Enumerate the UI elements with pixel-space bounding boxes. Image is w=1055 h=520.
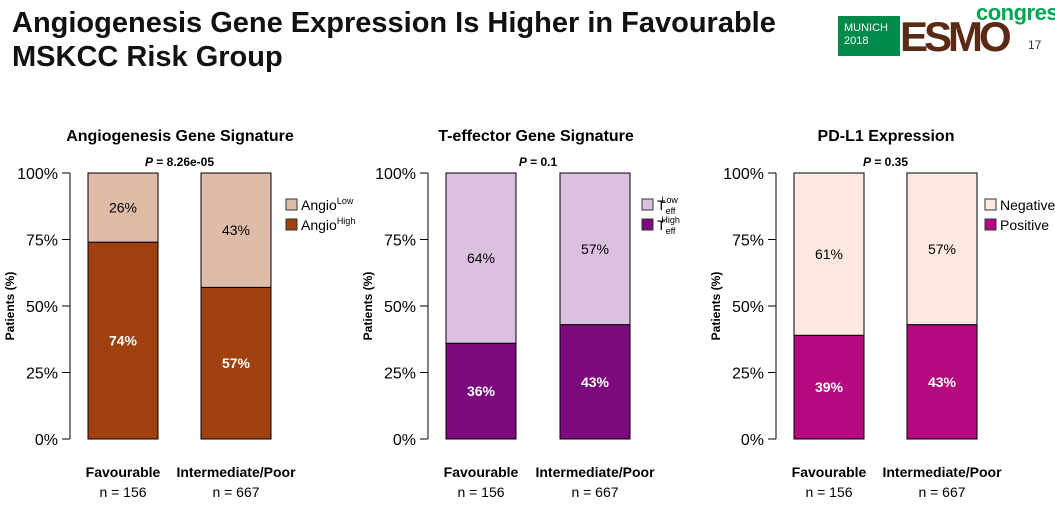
chart1-legend-label-low: AngioLow (301, 196, 354, 213)
chart1-y-tick-label: 100% (17, 166, 58, 183)
chart3-category-label: Intermediate/Poor (882, 464, 1002, 480)
chart1-p-value: P = 8.26e-05 (145, 155, 214, 169)
chart2-title: T-effector Gene Signature (438, 128, 634, 145)
chart2-legend-label-low: TeffLow (657, 195, 678, 216)
chart3-n-label: n = 667 (918, 484, 965, 500)
chart1-bar-low-2 (200, 172, 272, 288)
chart2-n-label: n = 156 (457, 484, 504, 500)
chart2-y-tick-label: 100% (375, 166, 416, 183)
chart1-bar-low-1 (87, 172, 159, 243)
chart2-data-label: 43% (581, 374, 610, 390)
chart3-y-tick-label: 25% (732, 366, 764, 383)
logo-brand: ESMO (900, 13, 1012, 60)
chart3-bar-negative-1 (793, 172, 865, 336)
chart1-bar-high-2 (200, 286, 272, 440)
chart2-data-label: 57% (581, 241, 609, 257)
chart1-data-label: 57% (222, 355, 251, 371)
chart2-y-label: Patients (%) (361, 272, 375, 341)
chart3-bar-positive-1 (793, 334, 865, 440)
chart1-data-label: 26% (109, 200, 137, 216)
chart3-legend-label-positive: Positive (1000, 217, 1049, 233)
chart3-category-label: Favourable (792, 464, 867, 480)
chart3-data-label: 61% (815, 246, 843, 262)
chart1-y-tick-label: 75% (26, 233, 58, 250)
chart3-bar-positive-2 (906, 324, 978, 440)
chart3-y-tick-label: 0% (741, 432, 764, 449)
chart2-category-label: Favourable (444, 464, 519, 480)
chart1-y-tick-label: 25% (26, 366, 58, 383)
logo-city: MUNICH (844, 22, 888, 34)
chart2-bar-low-1 (445, 172, 517, 344)
chart1-category-label: Favourable (86, 464, 161, 480)
chart2-legend-swatch-high (641, 218, 654, 231)
chart2-n-label: n = 667 (571, 484, 618, 500)
slide-title-line-1: Angiogenesis Gene Expression Is Higher i… (12, 7, 776, 39)
chart3-y-tick-label: 75% (732, 233, 764, 250)
chart3-data-label: 39% (815, 379, 844, 395)
chart3-y-tick-label: 50% (732, 299, 764, 316)
chart2-p-value: P = 0.1 (519, 155, 558, 169)
chart2-legend-label-high: TeffHigh (657, 215, 680, 236)
esmo-congress-logo: MUNICH 2018 ESMO congress (838, 0, 1055, 60)
chart1-title: Angiogenesis Gene Signature (66, 128, 294, 145)
logo-city-badge: MUNICH 2018 (838, 16, 900, 56)
chart3-bar-negative-2 (906, 172, 978, 326)
chart1-y-label: Patients (%) (3, 272, 17, 341)
chart2-y-tick-label: 0% (393, 432, 416, 449)
chart1-legend-swatch-low (285, 198, 298, 211)
logo-congress: congress (976, 0, 1055, 25)
chart2-data-label: 64% (467, 250, 495, 266)
chart1-legend-swatch-high (285, 218, 298, 231)
chart2-legend-swatch-low (641, 198, 654, 211)
page-number: 17 (1028, 38, 1042, 52)
chart2-bar-high-2 (559, 324, 631, 440)
slide-title: Angiogenesis Gene Expression Is Higher i… (12, 6, 812, 74)
chart3-data-label: 43% (928, 374, 957, 390)
slide-title-line-2: MSKCC Risk Group (12, 41, 283, 73)
chart1-y-tick-label: 50% (26, 299, 58, 316)
chart2-y-tick-label: 50% (384, 299, 416, 316)
logo-year: 2018 (844, 35, 869, 47)
chart3-title: PD-L1 Expression (818, 128, 955, 145)
chart2-data-label: 36% (467, 383, 496, 399)
chart2-category-label: Intermediate/Poor (535, 464, 655, 480)
chart1-y-tick-label: 0% (35, 432, 58, 449)
chart3-y-label: Patients (%) (709, 272, 723, 341)
chart1-legend-label-high: AngioHigh (301, 216, 355, 233)
chart2-bar-low-2 (559, 172, 631, 326)
chart1-n-label: n = 156 (99, 484, 146, 500)
chart3-data-label: 57% (928, 241, 956, 257)
chart1-bar-high-1 (87, 241, 159, 440)
chart3-y-tick-label: 100% (723, 166, 764, 183)
chart3-n-label: n = 156 (805, 484, 852, 500)
chart1-data-label: 74% (109, 333, 138, 349)
chart3-legend-label-negative: Negative (1000, 197, 1055, 213)
chart1-n-label: n = 667 (212, 484, 259, 500)
chart1-data-label: 43% (222, 222, 250, 238)
chart2-y-tick-label: 75% (384, 233, 416, 250)
chart2-bar-high-1 (445, 342, 517, 440)
chart3-p-value: P = 0.35 (863, 155, 908, 169)
chart2-y-tick-label: 25% (384, 366, 416, 383)
chart3-legend-swatch-negative (984, 198, 997, 211)
chart3-legend-swatch-positive (984, 218, 997, 231)
chart1-category-label: Intermediate/Poor (176, 464, 296, 480)
